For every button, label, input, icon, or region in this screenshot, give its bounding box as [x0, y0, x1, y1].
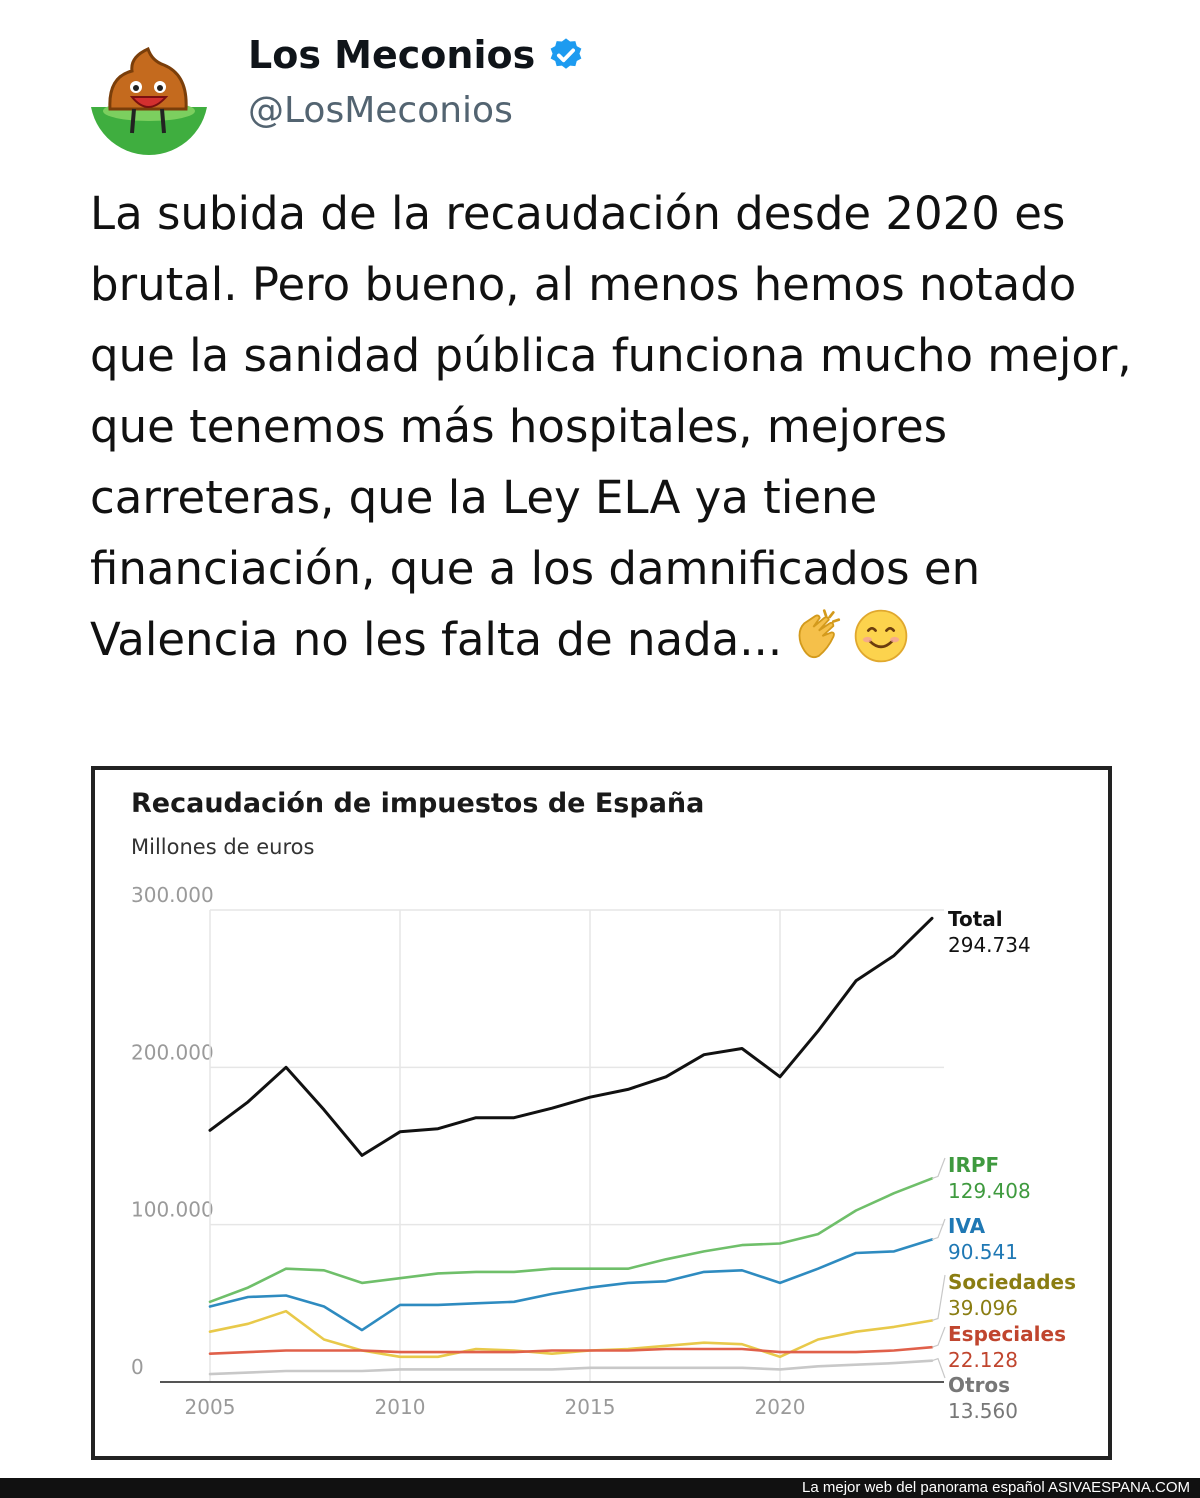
chart-title: Recaudación de impuestos de España: [131, 788, 705, 819]
y-tick-label: 200.000: [131, 1040, 214, 1064]
series-value-iva: 90.541: [948, 1240, 1018, 1264]
series-label-especiales: Especiales: [948, 1322, 1066, 1346]
user-handle[interactable]: @LosMeconios: [248, 90, 513, 131]
leader-line-especiales: [931, 1326, 946, 1348]
series-line-otros: [208, 1359, 934, 1376]
chart-image[interactable]: [91, 766, 1112, 1460]
y-tick-label: 100.000: [131, 1198, 214, 1222]
series-label-iva: IVA: [948, 1214, 986, 1238]
series-line-iva: [208, 1238, 934, 1332]
smiling-face-emoji-icon: [854, 609, 908, 663]
display-name[interactable]: Los Meconios: [248, 30, 585, 80]
x-tick-label: 2010: [375, 1395, 426, 1419]
series-label-total: Total: [948, 907, 1003, 931]
series-value-irpf: 129.408: [948, 1179, 1031, 1203]
footer-text[interactable]: La mejor web del panorama español ASIVAE…: [802, 1479, 1190, 1496]
series-value-otros: 13.560: [948, 1399, 1018, 1423]
series-value-total: 294.734: [948, 933, 1031, 957]
series-label-irpf: IRPF: [948, 1153, 999, 1177]
leader-line-otros: [931, 1357, 946, 1379]
y-tick-label: 300.000: [131, 883, 214, 907]
verified-badge-icon: [550, 37, 582, 69]
series-label-otros: Otros: [948, 1373, 1010, 1397]
tweet-body: La subida de la recaudación desde 2020 e…: [90, 187, 1132, 666]
chart-subtitle: Millones de euros: [131, 835, 315, 859]
y-tick-label: 0: [131, 1355, 144, 1379]
poop-character-avatar-icon: [90, 37, 208, 155]
x-tick-label: 2020: [755, 1395, 806, 1419]
x-tick-label: 2015: [565, 1395, 616, 1419]
series-line-sociedades: [208, 1309, 934, 1359]
avatar[interactable]: [90, 37, 208, 155]
series-line-total: [208, 916, 934, 1157]
series-line-irpf: [208, 1177, 934, 1304]
clapping-hands-emoji-icon: [798, 609, 841, 659]
series-label-sociedades: Sociedades: [948, 1270, 1076, 1294]
x-tick-label: 2005: [185, 1395, 236, 1419]
footer-bar: La mejor web del panorama español ASIVAE…: [0, 1478, 1200, 1498]
tweet-text: La subida de la recaudación desde 2020 e…: [90, 178, 1150, 675]
series-value-sociedades: 39.096: [948, 1296, 1018, 1320]
leader-line-iva: [931, 1218, 946, 1241]
display-name-text: Los Meconios: [248, 33, 536, 77]
leader-line-irpf: [931, 1157, 946, 1179]
series-line-especiales: [208, 1345, 934, 1355]
leader-line-sociedades: [931, 1274, 946, 1322]
series-value-especiales: 22.128: [948, 1348, 1018, 1372]
